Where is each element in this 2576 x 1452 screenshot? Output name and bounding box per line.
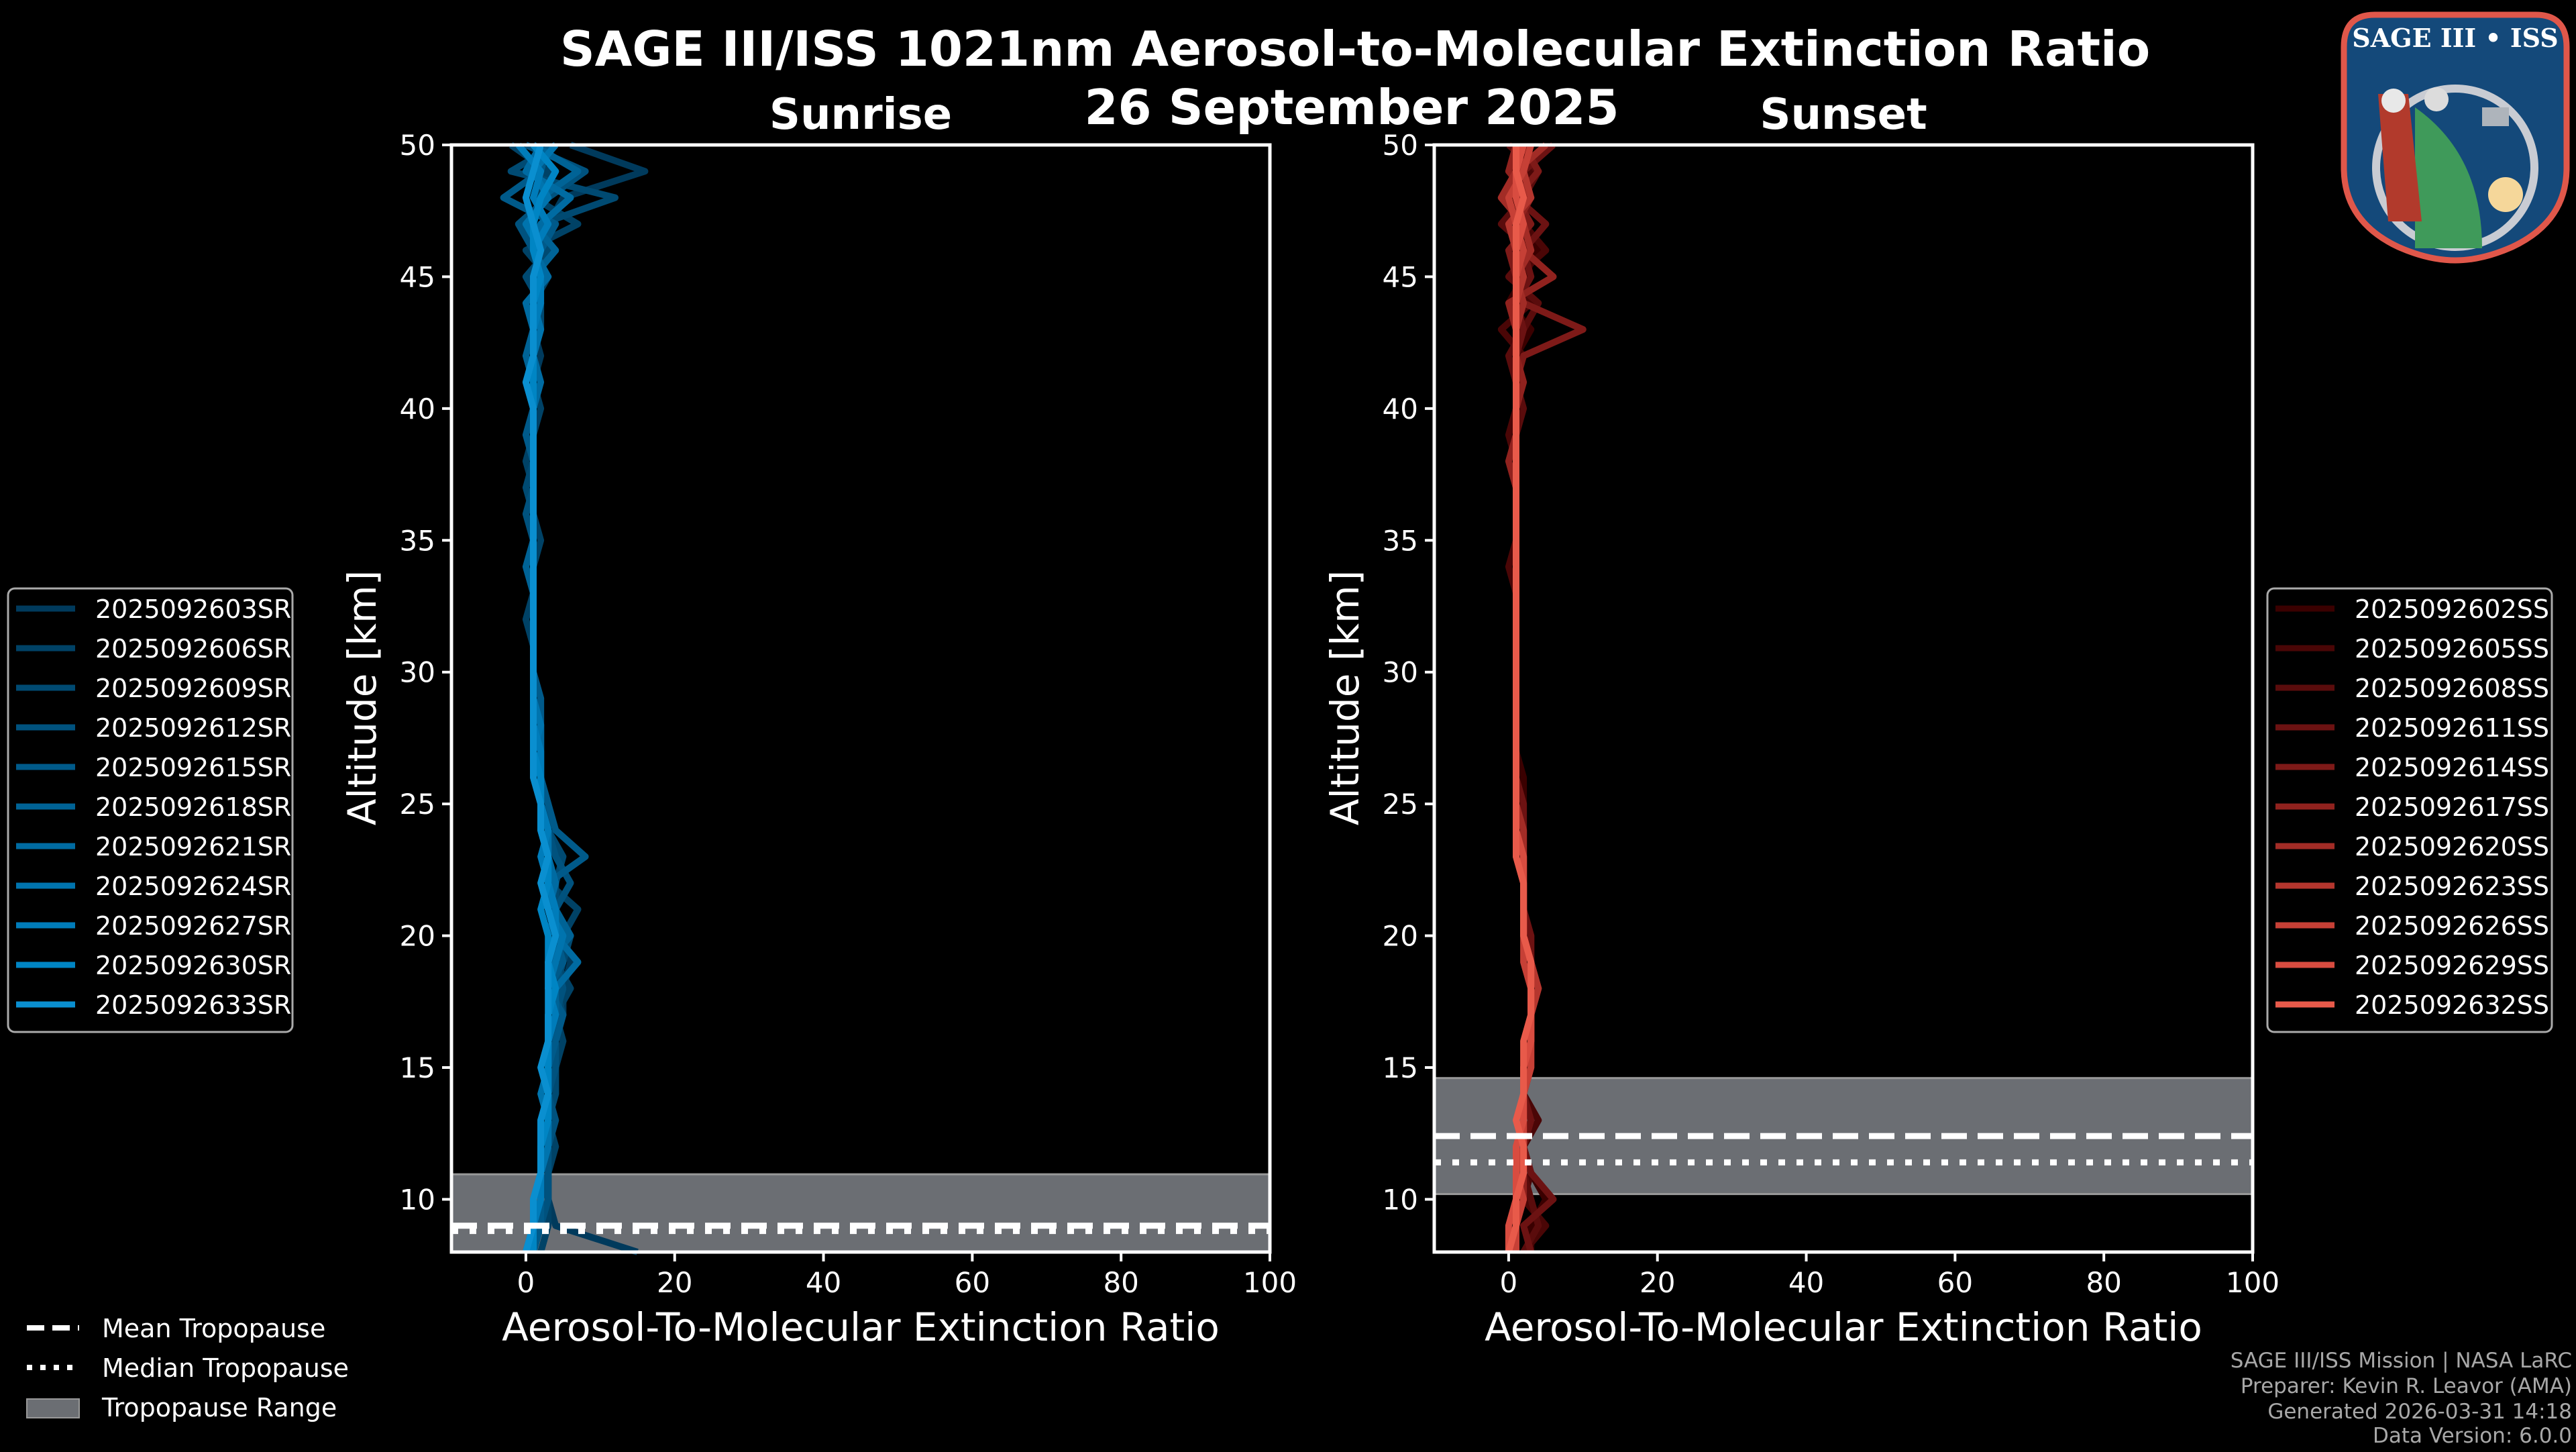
y-tick-label: 25 [400, 788, 435, 821]
x-tick-label: 80 [2086, 1266, 2121, 1299]
tropopause-range-band [450, 1173, 1271, 1253]
credit-mission: SAGE III/ISS Mission | NASA LaRC [2231, 1349, 2572, 1373]
axes-frame [449, 143, 1272, 1254]
legend-label: 2025092605SS [2355, 634, 2549, 664]
tropopause-range-label: Tropopause Range [101, 1393, 337, 1422]
x-tick-label: 100 [2226, 1266, 2279, 1299]
legend-label: 2025092626SS [2355, 911, 2549, 941]
axes-frame [1432, 143, 2255, 1254]
sunrise-title: Sunrise [769, 90, 952, 140]
y-tick-label: 30 [1383, 656, 1418, 689]
sunset-legend: 2025092602SS 2025092605SS 2025092608SS 2025… [2266, 587, 2553, 1033]
x-tick-label: 0 [1500, 1266, 1518, 1299]
legend-label: 2025092618SR [95, 792, 291, 822]
y-tick-label: 40 [1383, 393, 1418, 425]
x-tick-label: 60 [1937, 1266, 1973, 1299]
legend-label: 2025092620SS [2355, 832, 2549, 862]
chart-title: SAGE III/ISS 1021nm Aerosol-to-Molecular… [560, 21, 2150, 77]
legend-label: 2025092633SR [95, 990, 291, 1020]
legend-label: 2025092614SS [2355, 753, 2549, 782]
chart-date: 26 September 2025 [1084, 79, 1619, 136]
legend-box [2266, 587, 2553, 1033]
x-tick-label: 0 [517, 1266, 535, 1299]
x-tick-label: 80 [1103, 1266, 1138, 1299]
x-tick-label: 100 [1243, 1266, 1297, 1299]
tropopause-range-swatch [26, 1398, 80, 1418]
y-tick-label: 35 [400, 524, 435, 557]
profile-line-2025092633SR [522, 144, 559, 1253]
legend-label: 2025092621SR [95, 832, 291, 862]
legend-label: 2025092609SR [95, 674, 291, 703]
x-tick-label: 20 [657, 1266, 692, 1299]
legend-label: 2025092606SR [95, 634, 291, 664]
x-tick-label: 40 [806, 1266, 841, 1299]
legend-label: 2025092630SR [95, 951, 291, 980]
x-tick-label: 60 [955, 1266, 990, 1299]
y-tick-label: 35 [1383, 524, 1418, 557]
credit-version: Data Version: 6.0.0 [2373, 1424, 2572, 1448]
y-tick-label: 40 [400, 393, 435, 425]
legend-label: 2025092603SR [95, 594, 291, 624]
legend-label: 2025092615SR [95, 753, 291, 782]
y-tick-label: 20 [400, 920, 435, 953]
legend-label: 2025092611SS [2355, 713, 2549, 743]
y-tick-label: 15 [1383, 1051, 1418, 1084]
sage-iii-iss-mission-logo: SAGE III • ISS [2341, 11, 2570, 264]
legend-label: 2025092624SR [95, 872, 291, 901]
median-tropopause-label: Median Tropopause [102, 1353, 349, 1383]
legend-label: 2025092623SS [2355, 872, 2549, 901]
sunrise-panel: Sunrise 0 20 40 60 80 100 10 15 20 25 30 35 40 45 50 Aer… [7, 90, 1297, 1350]
y-tick-label: 50 [1383, 129, 1418, 162]
y-tick-label: 20 [1383, 920, 1418, 953]
x-axis-label: Aerosol-To-Molecular Extinction Ratio [1485, 1304, 2202, 1350]
profile-line-2025092632SS [1505, 145, 1535, 1253]
x-axis-label: Aerosol-To-Molecular Extinction Ratio [502, 1304, 1220, 1350]
logo-title: SAGE III • ISS [2352, 23, 2558, 53]
x-tick-label: 20 [1640, 1266, 1675, 1299]
y-tick-label: 45 [400, 260, 435, 293]
mean-tropopause-label: Mean Tropopause [102, 1314, 325, 1343]
y-tick-label: 30 [400, 656, 435, 689]
x-tick-label: 40 [1788, 1266, 1824, 1299]
y-axis-label: Altitude [km] [339, 570, 385, 825]
y-axis-label: Altitude [km] [1322, 570, 1368, 825]
plot-area [1434, 145, 2253, 1252]
y-tick-label: 15 [400, 1051, 435, 1084]
credit-generated: Generated 2026-03-31 14:18 [2267, 1400, 2572, 1424]
legend-label: 2025092602SS [2355, 594, 2549, 624]
sunrise-legend: 2025092603SR 2025092606SR 2025092609SR 2025… [7, 587, 294, 1033]
sunset-title: Sunset [1760, 90, 1927, 140]
legend-label: 2025092608SS [2355, 674, 2549, 703]
y-tick-label: 50 [400, 129, 435, 162]
legend-label: 2025092629SS [2355, 951, 2549, 980]
legend-label: 2025092627SR [95, 911, 291, 941]
credit-preparer: Preparer: Kevin R. Leavor (AMA) [2241, 1374, 2572, 1398]
legend-label: 2025092632SS [2355, 990, 2549, 1020]
y-tick-label: 45 [1383, 260, 1418, 293]
sunset-panel: Sunset 0 20 40 60 80 100 10 15 20 25 30 35 40 45 50 Aero… [1322, 90, 2553, 1350]
y-tick-label: 25 [1383, 788, 1418, 821]
y-tick-label: 10 [1383, 1183, 1418, 1216]
y-tick-label: 10 [400, 1183, 435, 1216]
legend-label: 2025092617SS [2355, 792, 2549, 822]
tropopause-legend: Mean Tropopause Median Tropopause Tropop… [26, 1314, 349, 1422]
legend-box [7, 587, 294, 1033]
plot-area [451, 145, 1270, 1252]
legend-label: 2025092612SR [95, 713, 291, 743]
credits: SAGE III/ISS Mission | NASA LaRC Prepare… [2231, 1349, 2572, 1448]
